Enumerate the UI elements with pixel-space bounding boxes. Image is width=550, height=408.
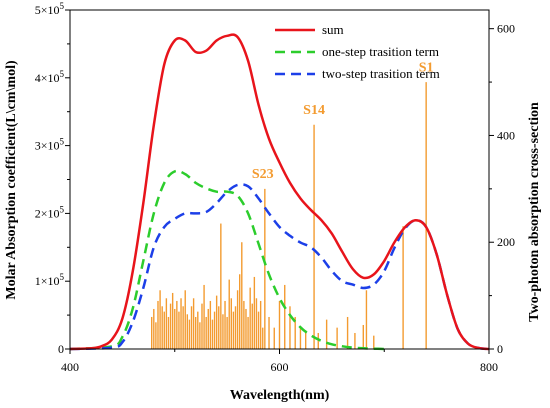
y-right-tick-label: 600	[497, 22, 515, 36]
series-line-1	[69, 169, 385, 351]
state-label-s14: S14	[303, 103, 325, 118]
state-annotations: S23 S14 S1	[252, 60, 434, 182]
y-right-tick-label: 200	[497, 235, 515, 249]
y-left-tick-label: 5×105	[35, 1, 65, 17]
legend-label: two-step trasition term	[322, 66, 440, 81]
y-axis-left-title: Molar Absorption coefficient(L\cm\mol)	[4, 60, 19, 300]
series-line-0	[69, 33, 490, 351]
y-left-tick-label: 4×105	[35, 69, 65, 85]
y-left-tick-label: 2×105	[35, 204, 65, 220]
y-right-tick-label: 0	[497, 342, 503, 356]
y-left-tick-label: 0	[58, 342, 64, 356]
state-label-s23: S23	[252, 167, 274, 182]
x-axis-title: Wavelength(nm)	[230, 388, 330, 403]
y-left-tick-label: 3×105	[35, 137, 65, 153]
state-label-s1: S1	[419, 60, 434, 75]
y-axis-right: 0 200 400 600	[489, 22, 515, 356]
legend-label: one-step trasition term	[322, 44, 439, 59]
x-axis: 400 600 800	[61, 349, 498, 374]
stick-spectrum	[151, 82, 427, 349]
y-axis-right-title: Two-photon absorption cross-section	[527, 102, 542, 322]
legend-label: sum	[322, 22, 344, 37]
series-lines	[69, 33, 490, 351]
legend: sum one-step trasition term two-step trasi…	[275, 22, 440, 81]
y-axis-left: 0 1×105 2×105 3×105 4×105 5×105	[35, 1, 70, 356]
y-right-tick-label: 400	[497, 128, 515, 142]
x-tick-label: 400	[61, 360, 79, 374]
x-tick-label: 600	[271, 360, 289, 374]
y-left-tick-label: 1×105	[35, 272, 65, 288]
x-tick-label: 800	[480, 360, 498, 374]
